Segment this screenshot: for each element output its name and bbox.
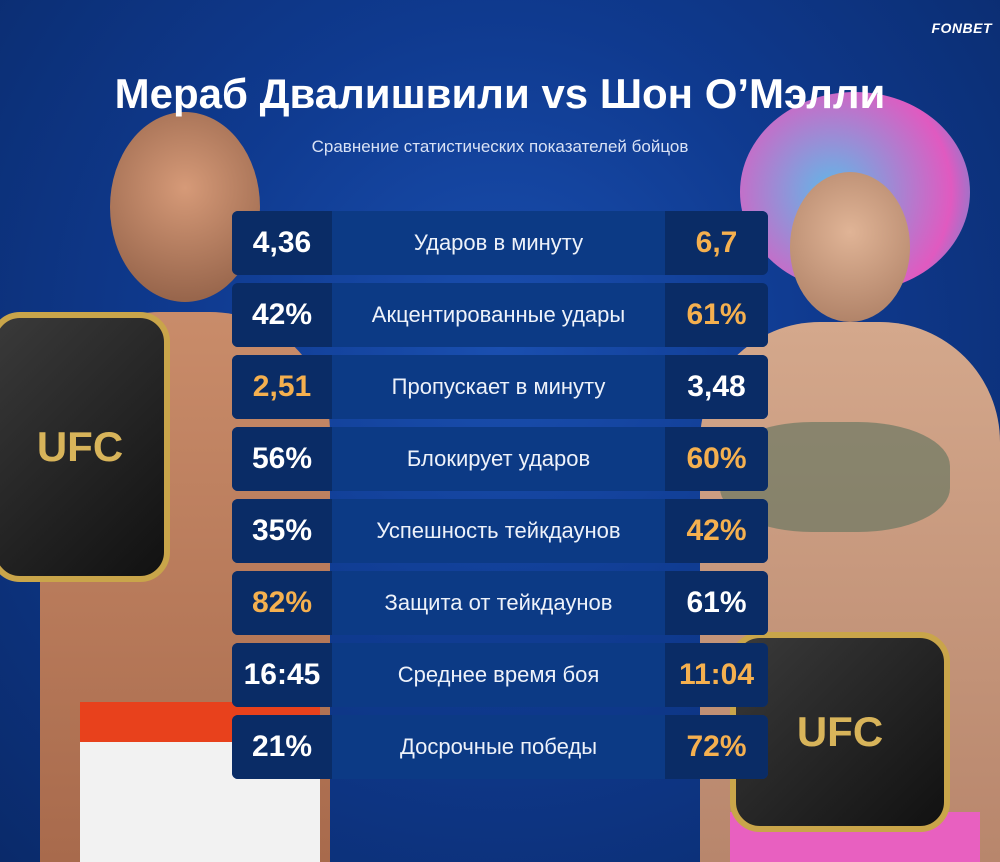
stat-label: Успешность тейкдаунов <box>376 518 621 543</box>
left-value: 4,36 <box>232 211 332 275</box>
left-value: 16:45 <box>232 643 332 707</box>
stat-row: 82% Защита от тейкдаунов 61% <box>232 571 768 635</box>
left-value: 56% <box>232 427 332 491</box>
right-value: 61% <box>665 571 768 635</box>
page-title: Мераб Двалишвили vs Шон О’Мэлли <box>114 70 886 117</box>
stat-row: 2,51 Пропускает в минуту 3,48 <box>232 355 768 419</box>
stat-row: 42% Акцентированные удары 61% <box>232 283 768 347</box>
right-value: 3,48 <box>665 355 768 419</box>
belt-logo: UFC <box>796 708 884 755</box>
right-value: 61% <box>665 283 768 347</box>
left-value: 2,51 <box>232 355 332 419</box>
stat-label: Блокирует ударов <box>406 446 591 471</box>
page-subtitle: Сравнение статистических показателей бой… <box>311 137 689 156</box>
stat-label: Защита от тейкдаунов <box>384 590 613 615</box>
stat-row: 35% Успешность тейкдаунов 42% <box>232 499 768 563</box>
stat-row: 16:45 Среднее время боя 11:04 <box>232 643 768 707</box>
stat-label: Досрочные победы <box>399 734 598 759</box>
right-value: 6,7 <box>665 211 768 275</box>
belt-logo: UFC <box>36 423 124 470</box>
fonbet-logo: FONBET <box>931 20 992 36</box>
stat-row: 4,36 Ударов в минуту 6,7 <box>232 211 768 275</box>
stat-label: Пропускает в минуту <box>391 374 606 399</box>
left-value: 42% <box>232 283 332 347</box>
right-value: 60% <box>665 427 768 491</box>
left-value: 21% <box>232 715 332 779</box>
right-value: 11:04 <box>665 643 768 707</box>
stat-row: 56% Блокирует ударов 60% <box>232 427 768 491</box>
stat-label: Акцентированные удары <box>371 302 626 327</box>
right-value: 72% <box>665 715 768 779</box>
left-value: 82% <box>232 571 332 635</box>
right-value: 42% <box>665 499 768 563</box>
stat-label: Ударов в минуту <box>413 230 584 255</box>
stat-label: Среднее время боя <box>397 662 600 687</box>
stat-row: 21% Досрочные победы 72% <box>232 715 768 779</box>
left-value: 35% <box>232 499 332 563</box>
stats-table: 4,36 Ударов в минуту 6,7 42% Акцентирован… <box>232 211 768 787</box>
